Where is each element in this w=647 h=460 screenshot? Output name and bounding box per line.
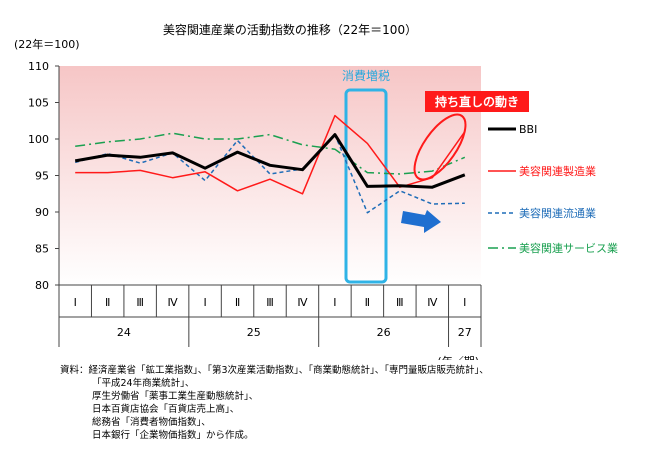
x-tick-label: Ⅱ	[235, 296, 240, 309]
plot-background	[59, 66, 481, 285]
legend-label: 美容関連サービス業	[519, 241, 618, 255]
x-year-label: 25	[247, 326, 261, 339]
y-tick-label: 90	[35, 206, 49, 219]
x-tick-label: Ⅰ	[333, 296, 336, 309]
legend-label: 美容関連流通業	[519, 206, 596, 220]
source-note: 資料：経済産業省「鉱工業指数」、「第3次産業活動指数」、「商業動態統計」、「専門…	[60, 364, 620, 442]
x-tick-label: Ⅲ	[266, 296, 274, 309]
y-tick-label: 100	[28, 133, 49, 146]
x-tick-label: Ⅲ	[396, 296, 404, 309]
source-line: 日本銀行「企業物価指数」から作成。	[92, 430, 254, 441]
x-axis: Ⅰ Ⅱ Ⅲ Ⅳ Ⅰ Ⅱ Ⅲ Ⅳ Ⅰ Ⅱ Ⅲ Ⅳ Ⅰ 24 25 26 27 (年／期)	[58, 284, 482, 360]
recovery-highlight-ellipse	[413, 113, 467, 181]
recovery-label-box	[425, 91, 529, 112]
legend-label: BBI	[519, 123, 537, 136]
x-tick-label: Ⅱ	[365, 296, 370, 309]
x-tick-label: Ⅰ	[463, 296, 466, 309]
source-line: 総務省「消費者物価指数」、	[92, 417, 211, 428]
series-line	[74, 133, 466, 189]
x-tick-label: Ⅰ	[203, 296, 206, 309]
source-line: 「平成24年商業統計」、	[92, 378, 195, 389]
x-tick-label: Ⅲ	[136, 296, 144, 309]
y-tick-label: 95	[35, 170, 49, 183]
y-tick-label: 80	[35, 279, 49, 292]
y-axis-label: (22年＝100)	[14, 37, 80, 51]
downward-arrow-icon	[401, 210, 441, 233]
source-line: 資料：経済産業省「鉱工業指数」、「第3次産業活動指数」、「商業動態統計」、「専門…	[60, 365, 489, 376]
y-tick-label: 85	[35, 243, 49, 256]
source-line: 厚生労働省「薬事工業生産動態統計」、	[92, 391, 259, 402]
legend-label: 美容関連製造業	[519, 164, 596, 178]
x-tick-label: Ⅰ	[74, 296, 77, 309]
x-year-label: 27	[458, 326, 472, 339]
x-year-label: 24	[117, 326, 131, 339]
x-axis-label: (年／期)	[437, 354, 479, 360]
x-tick-label: Ⅳ	[297, 296, 308, 309]
x-tick-label: Ⅳ	[168, 296, 179, 309]
y-axis: 80 85 90 95 100 105 110	[28, 60, 60, 292]
x-tick-label: Ⅱ	[105, 296, 110, 309]
recovery-label: 持ち直しの動き	[435, 94, 519, 109]
y-tick-label: 110	[28, 60, 49, 73]
x-tick-label: Ⅳ	[427, 296, 438, 309]
consumption-tax-label: 消費増税	[342, 68, 390, 83]
source-line: 日本百貨店協会「百貨店売上高」、	[92, 404, 240, 415]
series-lines	[74, 114, 466, 214]
chart-title: 美容関連産業の活動指数の推移（22年＝100）	[163, 22, 417, 37]
activity-index-chart: 美容関連産業の活動指数の推移（22年＝100） (22年＝100) 80 85 90…	[14, 22, 618, 360]
series-line	[75, 132, 466, 175]
x-year-label: 26	[377, 326, 391, 339]
y-tick-label: 105	[28, 97, 49, 110]
